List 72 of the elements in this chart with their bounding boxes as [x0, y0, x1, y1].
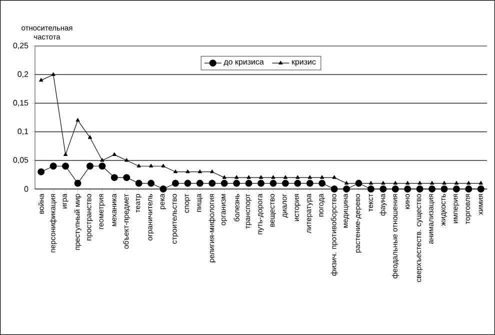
point: [149, 164, 154, 168]
point: [172, 180, 179, 187]
point: [110, 174, 118, 182]
point: [74, 180, 82, 187]
point: [318, 180, 326, 187]
point: [258, 175, 264, 179]
point: [381, 180, 386, 185]
point: [245, 180, 252, 187]
point: [271, 175, 276, 179]
point: [184, 180, 192, 187]
point: [124, 158, 129, 162]
point: [161, 164, 166, 168]
point: [294, 180, 302, 187]
point: [452, 186, 460, 192]
point: [418, 180, 422, 185]
point: [100, 158, 104, 162]
point: [478, 180, 483, 185]
point: [160, 186, 167, 192]
point: [404, 186, 412, 192]
point: [368, 180, 373, 185]
point: [135, 180, 142, 187]
point: [98, 162, 106, 170]
point: [186, 170, 190, 174]
point: [50, 162, 57, 170]
point: [392, 186, 399, 192]
point: [306, 180, 314, 187]
point: [442, 180, 446, 185]
point: [51, 72, 56, 76]
point: [258, 180, 264, 187]
point: [123, 174, 130, 182]
point: [282, 180, 289, 187]
point: [330, 186, 338, 192]
point: [440, 186, 448, 192]
point: [210, 170, 214, 174]
point: [416, 186, 424, 192]
point: [393, 180, 398, 185]
point: [173, 170, 178, 174]
point: [343, 186, 350, 192]
point: [246, 175, 251, 179]
point: [406, 180, 410, 185]
point: [208, 180, 216, 187]
point: [270, 180, 277, 187]
point: [112, 152, 116, 156]
point: [430, 180, 434, 185]
point: [196, 180, 204, 187]
point: [308, 175, 312, 179]
point: [477, 186, 484, 192]
point: [86, 162, 94, 170]
point: [38, 168, 45, 176]
point: [233, 180, 240, 187]
point: [234, 175, 239, 179]
point: [296, 175, 300, 179]
point: [148, 180, 155, 187]
point: [454, 180, 458, 185]
point: [465, 186, 472, 192]
point: [466, 180, 471, 185]
point: [76, 118, 80, 122]
point: [62, 162, 70, 170]
point: [198, 170, 202, 174]
point: [428, 186, 436, 192]
point: [344, 180, 349, 185]
point: [380, 186, 387, 192]
point: [136, 164, 141, 168]
point: [64, 152, 68, 156]
point: [320, 175, 324, 179]
point: [88, 135, 92, 139]
point: [332, 175, 336, 179]
point: [220, 180, 228, 187]
point: [39, 78, 44, 82]
point: [283, 175, 288, 179]
point: [222, 175, 226, 179]
point: [367, 186, 374, 192]
